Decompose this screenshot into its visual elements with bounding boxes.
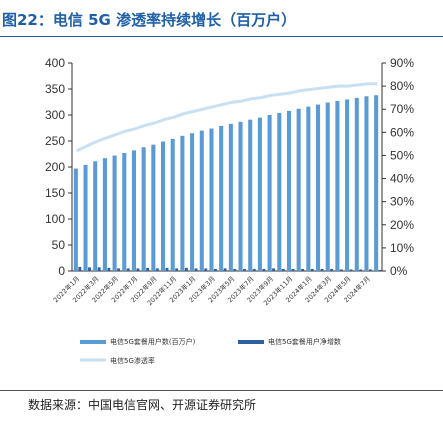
- bar-5g-users: [73, 168, 78, 271]
- y-right-tick-label: 20%: [390, 218, 414, 232]
- y-left-tick-label: 150: [45, 186, 65, 200]
- bar-5g-net-adds: [78, 266, 82, 271]
- bar-5g-net-adds: [126, 268, 130, 271]
- bar-5g-users: [296, 108, 301, 271]
- bar-5g-users: [248, 119, 253, 272]
- bar-5g-net-adds: [107, 267, 111, 271]
- y-right-tick-label: 60%: [390, 125, 414, 139]
- bar-series: [73, 95, 382, 272]
- bar-5g-users: [354, 97, 359, 271]
- legend-swatch-net-adds: [238, 340, 264, 344]
- bar-5g-users: [160, 141, 166, 271]
- bar-5g-users: [364, 96, 369, 271]
- y-left-tick-label: 350: [45, 82, 65, 96]
- bar-5g-net-adds: [233, 268, 237, 271]
- bar-5g-net-adds: [136, 268, 140, 271]
- bar-5g-users: [209, 128, 214, 271]
- bar-5g-net-adds: [155, 268, 159, 271]
- bar-5g-net-adds: [117, 268, 120, 271]
- bar-5g-net-adds: [165, 267, 169, 271]
- y-right-tick-label: 90%: [390, 56, 414, 70]
- bar-5g-net-adds: [88, 267, 91, 271]
- bar-5g-users: [325, 102, 330, 272]
- bar-5g-net-adds: [243, 268, 246, 271]
- source-note: 数据来源：中国电信官网、开源证券研究所: [28, 398, 257, 412]
- bar-5g-net-adds: [223, 268, 227, 271]
- bar-5g-net-adds: [291, 268, 295, 271]
- line-series: [76, 82, 378, 153]
- bar-5g-net-adds: [214, 268, 217, 271]
- bar-5g-net-adds: [320, 268, 324, 271]
- bar-5g-net-adds: [204, 268, 208, 271]
- bar-5g-users: [93, 161, 98, 271]
- y-left-tick-label: 50: [52, 238, 66, 252]
- bar-5g-users: [286, 110, 292, 271]
- bar-5g-users: [228, 123, 233, 271]
- bar-5g-net-adds: [359, 269, 363, 271]
- y-right-tick-label: 50%: [390, 148, 414, 162]
- bar-5g-users: [306, 106, 311, 272]
- y-left-tick-label: 300: [45, 108, 65, 122]
- chart-title: 图22：电信 5G 渗透率持续增长（百万户）: [2, 11, 297, 29]
- y-right-tick-label: 80%: [390, 79, 414, 93]
- bar-5g-net-adds: [369, 269, 372, 271]
- bar-5g-net-adds: [184, 267, 188, 271]
- bar-5g-net-adds: [252, 268, 256, 271]
- bar-5g-net-adds: [272, 268, 275, 271]
- bar-5g-users: [335, 100, 340, 272]
- legend-label-penetration: 电信5G渗透率: [110, 356, 155, 365]
- legend-label-net-adds: 电信5G套餐用户净增数: [268, 337, 341, 346]
- y-right-tick-label: 40%: [390, 172, 414, 186]
- bar-5g-users: [83, 164, 88, 271]
- bar-5g-users: [199, 130, 204, 271]
- bar-5g-users: [190, 133, 195, 271]
- chart: 0 50 100 150 200 250 300 350 400 0% 10% 20% 30% 40% 50…: [45, 56, 414, 365]
- bar-5g-net-adds: [349, 269, 353, 271]
- x-tick-labels: 2022年1月2022年3月2022年5月2022年7月2022年9月2022年…: [51, 274, 372, 307]
- bar-5g-net-adds: [339, 269, 343, 271]
- bar-5g-net-adds: [175, 268, 179, 271]
- bar-5g-net-adds: [194, 268, 198, 271]
- y-right-tick-label: 70%: [390, 102, 414, 116]
- bar-5g-net-adds: [330, 268, 334, 271]
- y-left-tick-label: 100: [45, 212, 65, 226]
- bar-5g-net-adds: [310, 268, 314, 271]
- bar-5g-users: [257, 117, 262, 271]
- bar-5g-users: [238, 121, 243, 271]
- bar-5g-users: [170, 138, 175, 271]
- y-left-tick-label: 250: [45, 134, 65, 148]
- bar-5g-users: [345, 99, 350, 272]
- penetration-rate-line: [76, 82, 378, 153]
- bar-5g-net-adds: [262, 268, 266, 271]
- y-right-tick-label: 0%: [390, 264, 408, 278]
- bar-5g-users: [267, 115, 272, 271]
- bar-5g-net-adds: [301, 268, 305, 271]
- bar-5g-net-adds: [281, 268, 285, 271]
- y-left-tick-label: 200: [45, 160, 65, 174]
- bar-5g-users: [122, 152, 127, 271]
- legend-label-5g-users: 电信5G套餐用户数(百万户): [110, 337, 196, 346]
- bar-5g-net-adds: [97, 267, 101, 271]
- bar-5g-users: [141, 147, 146, 271]
- bar-5g-users: [131, 150, 137, 271]
- bar-5g-users: [151, 144, 156, 271]
- title-divider: [0, 36, 443, 37]
- footer-divider: [0, 390, 443, 391]
- bar-5g-net-adds: [146, 267, 150, 271]
- bar-5g-users: [277, 112, 282, 271]
- bar-5g-users: [102, 158, 107, 271]
- bar-5g-users: [374, 95, 379, 272]
- y-left-tick-label: 0: [58, 264, 65, 278]
- chart-axes: 0 50 100 150 200 250 300 350 400 0% 10% 20% 30% 40% 50…: [45, 56, 414, 278]
- bar-5g-users: [219, 125, 224, 271]
- bar-5g-users: [315, 104, 321, 271]
- bar-5g-users: [112, 155, 117, 271]
- bar-5g-users: [180, 135, 185, 271]
- y-right-tick-label: 10%: [390, 241, 414, 255]
- bar-5g-net-adds: [378, 269, 382, 271]
- y-right-tick-label: 30%: [390, 195, 414, 209]
- y-left-tick-label: 400: [45, 56, 65, 70]
- legend-swatch-5g-users: [80, 340, 106, 344]
